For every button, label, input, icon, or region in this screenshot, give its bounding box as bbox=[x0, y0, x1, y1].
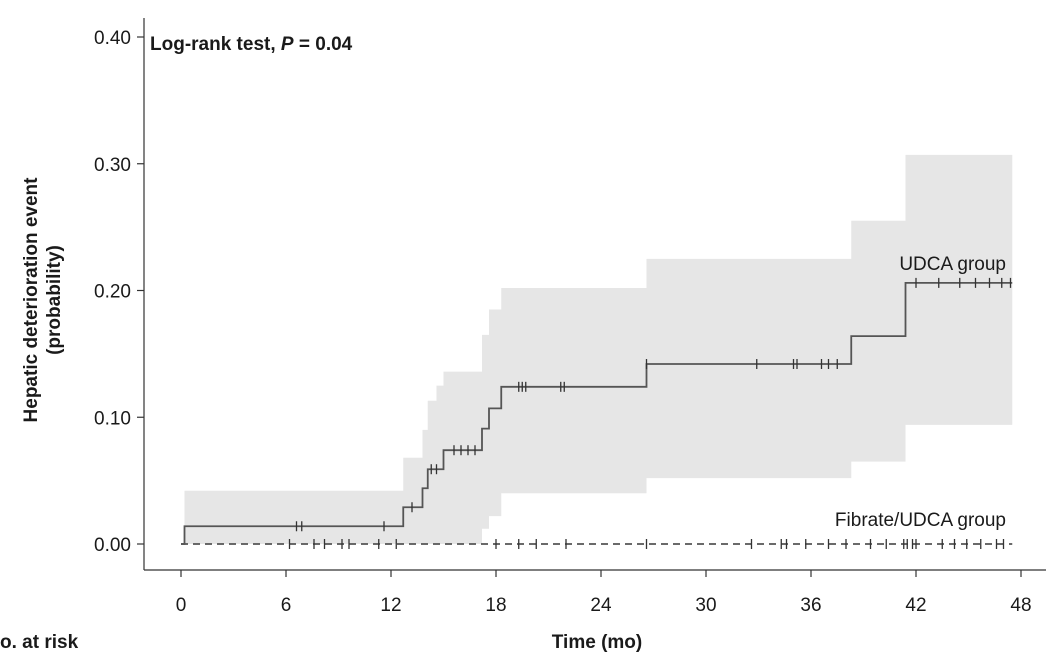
censor-mark-layer bbox=[288, 277, 1012, 549]
x-tick-label: 24 bbox=[590, 595, 612, 616]
series-layer bbox=[181, 281, 1013, 545]
x-tick-label: 12 bbox=[380, 595, 401, 616]
y-axis-subtitle: (probability) bbox=[44, 245, 65, 355]
series-line-udca bbox=[181, 281, 1013, 545]
y-tick-label: 0.10 bbox=[94, 408, 131, 429]
confidence-band-layer bbox=[181, 154, 1013, 544]
y-tick-label: 0.20 bbox=[94, 282, 131, 303]
y-tick-label: 0.00 bbox=[94, 535, 131, 556]
x-tick-label: 6 bbox=[281, 595, 292, 616]
x-tick-label: 0 bbox=[176, 595, 187, 616]
y-axis-title: Hepatic deterioration event bbox=[21, 177, 42, 423]
x-axis-title: Time (mo) bbox=[552, 632, 642, 653]
y-tick-label: 0.40 bbox=[94, 28, 131, 49]
annotation-log-rank: Log-rank test, P = 0.04 bbox=[150, 34, 353, 55]
y-tick-group: 0.00 0.10 0.20 0.30 0.40 bbox=[94, 28, 144, 556]
x-tick-label: 48 bbox=[1010, 595, 1031, 616]
confidence-band bbox=[181, 154, 1013, 544]
x-tick-label: 42 bbox=[905, 595, 926, 616]
x-tick-group: 0 6 12 18 24 30 36 42 48 bbox=[176, 570, 1032, 616]
series-label-udca: UDCA group bbox=[899, 254, 1006, 275]
at-risk-label: o. at risk bbox=[0, 632, 79, 653]
x-tick-label: 18 bbox=[485, 595, 506, 616]
x-tick-label: 30 bbox=[695, 595, 716, 616]
x-tick-label: 36 bbox=[800, 595, 821, 616]
series-label-fibrate-udca: Fibrate/UDCA group bbox=[835, 510, 1006, 531]
y-tick-label: 0.30 bbox=[94, 155, 131, 176]
